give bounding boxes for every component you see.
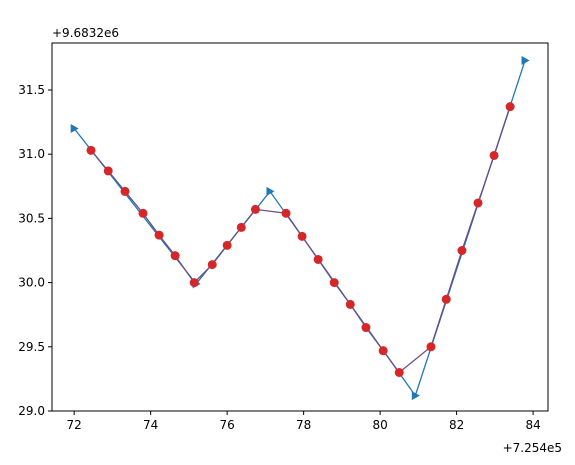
point	[441, 294, 451, 304]
point	[236, 222, 246, 232]
point	[281, 208, 291, 218]
point	[222, 240, 232, 250]
point	[411, 391, 420, 401]
point	[489, 150, 499, 160]
x-offset-label: +7.254e5	[503, 441, 562, 455]
x-tick-label: 82	[449, 418, 464, 432]
point	[154, 230, 164, 240]
point	[189, 278, 199, 288]
x-tick-label: 84	[525, 418, 540, 432]
point	[250, 204, 260, 214]
y-tick-label: 30.0	[18, 276, 45, 290]
point	[207, 260, 217, 270]
point	[138, 208, 148, 218]
series-line	[73, 60, 526, 398]
point	[394, 367, 404, 377]
point	[70, 124, 79, 134]
point	[103, 166, 113, 176]
point	[266, 186, 275, 196]
y-offset-label: +9.6832e6	[52, 26, 119, 40]
plot-frame	[51, 42, 549, 412]
y-tick-label: 30.5	[18, 211, 45, 225]
x-tick-label: 72	[67, 418, 82, 432]
point	[521, 55, 530, 65]
y-tick-label: 31.5	[18, 83, 45, 97]
y-tick-label: 29.5	[18, 340, 45, 354]
point	[170, 251, 180, 261]
x-tick-label: 80	[372, 418, 387, 432]
point	[120, 186, 130, 196]
point	[86, 145, 96, 155]
point	[457, 245, 467, 255]
x-tick-label: 74	[143, 418, 158, 432]
point	[426, 342, 436, 352]
x-tick-label: 76	[220, 418, 235, 432]
point	[297, 231, 307, 241]
y-tick-label: 29.0	[18, 404, 45, 418]
point	[473, 198, 483, 208]
point	[361, 323, 371, 333]
point	[378, 346, 388, 356]
point	[345, 299, 355, 309]
point	[313, 254, 323, 264]
y-tick-label: 31.0	[18, 147, 45, 161]
point	[329, 278, 339, 288]
x-tick-label: 78	[296, 418, 311, 432]
point	[505, 102, 515, 112]
